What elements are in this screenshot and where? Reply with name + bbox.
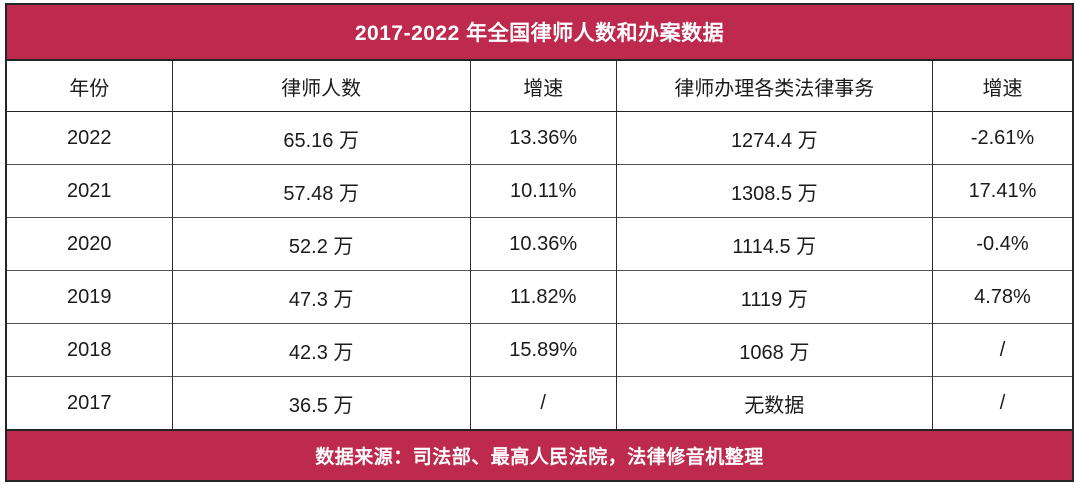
table-row: 2020 52.2 万 10.36% 1114.5 万 -0.4% [7, 217, 1072, 271]
col-header-lawyer-count: 律师人数 [172, 59, 471, 112]
table-row: 2019 47.3 万 11.82% 1119 万 4.78% [7, 270, 1072, 324]
cell-growth-2: / [932, 376, 1072, 429]
cell-growth-2: -0.4% [932, 217, 1072, 271]
cell-lawyer-count: 42.3 万 [172, 323, 471, 377]
cell-legal-cases: 1274.4 万 [616, 111, 933, 165]
table-row: 2018 42.3 万 15.89% 1068 万 / [7, 323, 1072, 377]
data-source-text: 数据来源：司法部、最高人民法院，法律修音机整理 [315, 447, 764, 468]
cell-growth-1: 10.36% [470, 217, 617, 271]
cell-lawyer-count: 65.16 万 [172, 111, 471, 165]
cell-legal-cases: 无数据 [616, 376, 933, 429]
cell-year: 2017 [7, 376, 173, 429]
cell-legal-cases: 1308.5 万 [616, 164, 933, 218]
table-row: 2017 36.5 万 / 无数据 / [7, 376, 1072, 429]
col-header-year: 年份 [7, 59, 173, 112]
cell-growth-2: -2.61% [970, 126, 1035, 149]
cell-growth-1: 10.11% [470, 164, 617, 218]
cell-year: 2022 [7, 111, 173, 165]
cell-growth-2: 17.41% [932, 164, 1072, 218]
cell-year: 2019 [7, 270, 173, 324]
cell-year: 2020 [7, 217, 173, 271]
header-row: 年份 律师人数 增速 律师办理各类法律事务 增速 [7, 59, 1072, 112]
table-row: 2021 57.48 万 10.11% 1308.5 万 17.41% [7, 164, 1072, 218]
cell-lawyer-count: 36.5 万 [172, 376, 471, 429]
table-title: 2017-2022 年全国律师人数和办案数据 [354, 22, 725, 45]
cell-growth-2: / [932, 323, 1072, 377]
table-row: 2022 65.16 万 13.36% 1274.4 万 -2.61% [7, 111, 1072, 165]
cell-growth-1: / [470, 376, 617, 429]
cell-growth-1: 11.82% [470, 270, 617, 324]
col-header-growth-1: 增速 [470, 59, 617, 112]
cell-growth-2: 4.78% [932, 270, 1072, 324]
cell-growth-1: 13.36% [470, 111, 617, 165]
cell-legal-cases: 1114.5 万 [616, 217, 933, 271]
cell-legal-cases: 1068 万 [616, 323, 933, 377]
footer-bar: 数据来源：司法部、最高人民法院，法律修音机整理 [7, 429, 1072, 480]
cell-lawyer-count: 57.48 万 [172, 164, 471, 218]
cell-legal-cases: 1119 万 [616, 270, 933, 324]
col-header-legal-cases: 律师办理各类法律事务 [616, 59, 933, 112]
table-card: 2017-2022 年全国律师人数和办案数据 年份 律师人数 增速 律师办理各类… [5, 3, 1074, 482]
cell-growth-1: 15.89% [470, 323, 617, 377]
col-header-growth-2: 增速 [932, 59, 1072, 112]
cell-year: 2021 [7, 164, 173, 218]
data-table: 年份 律师人数 增速 律师办理各类法律事务 增速 2022 65.16 万 13… [7, 59, 1072, 429]
title-bar: 2017-2022 年全国律师人数和办案数据 [7, 5, 1072, 59]
cell-year: 2018 [7, 323, 173, 377]
cell-lawyer-count: 52.2 万 [172, 217, 471, 271]
cell-lawyer-count: 47.3 万 [172, 270, 471, 324]
